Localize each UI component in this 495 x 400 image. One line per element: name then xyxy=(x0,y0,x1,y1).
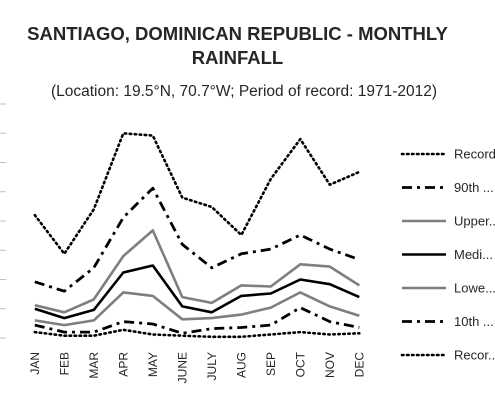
series-line-2 xyxy=(34,186,360,293)
legend-label-7: Recor... xyxy=(454,348,495,363)
series-line-6 xyxy=(34,306,360,335)
chart-title-line2: RAINFALL xyxy=(191,47,284,68)
legend-label-3: Upper... xyxy=(454,214,495,229)
x-tick-label: SEP xyxy=(264,352,278,376)
x-tick-label: APR xyxy=(116,352,130,377)
x-tick-label: OCT xyxy=(293,351,307,377)
chart-title: SANTIAGO, DOMINICAN REPUBLIC - MONTHLY R… xyxy=(0,22,475,70)
chart-subtitle: (Location: 19.5°N, 70.7°W; Period of rec… xyxy=(50,83,438,100)
series-line-7 xyxy=(33,328,361,339)
x-tick-label: NOV xyxy=(323,352,337,378)
x-tick-label: FEB xyxy=(57,352,71,375)
legend-label-5: Lowe... xyxy=(454,281,495,296)
legend-label-4: Medi... xyxy=(454,247,493,262)
x-tick-label: JUNE xyxy=(175,352,189,383)
x-tick-label: JULY xyxy=(205,352,219,380)
series-line-1 xyxy=(33,132,361,256)
x-tick-label: JAN xyxy=(28,352,42,375)
x-tick-label: MAY xyxy=(146,352,160,377)
legend-label-2: 90th ... xyxy=(454,180,494,195)
y-axis-ticks xyxy=(0,103,6,339)
x-tick-label: DEC xyxy=(352,352,366,378)
legend-label-1: Record... xyxy=(454,147,495,162)
series-lines xyxy=(33,132,361,339)
series-line-5 xyxy=(34,291,360,327)
legend: Record... 90th ... Upper... Medi... Lowe... 1… xyxy=(400,147,495,363)
series-line-3 xyxy=(34,229,360,314)
series-line-4 xyxy=(34,264,360,320)
x-tick-label: MAR xyxy=(87,352,101,379)
x-tick-label: AUG xyxy=(234,352,248,378)
chart-title-line1: SANTIAGO, DOMINICAN REPUBLIC - MONTHLY xyxy=(27,23,448,44)
x-axis-labels: JAN FEB MAR APR MAY JUNE JULY AUG SEP OCT NOV DEC xyxy=(28,351,367,383)
legend-label-6: 10th ... xyxy=(454,314,494,329)
